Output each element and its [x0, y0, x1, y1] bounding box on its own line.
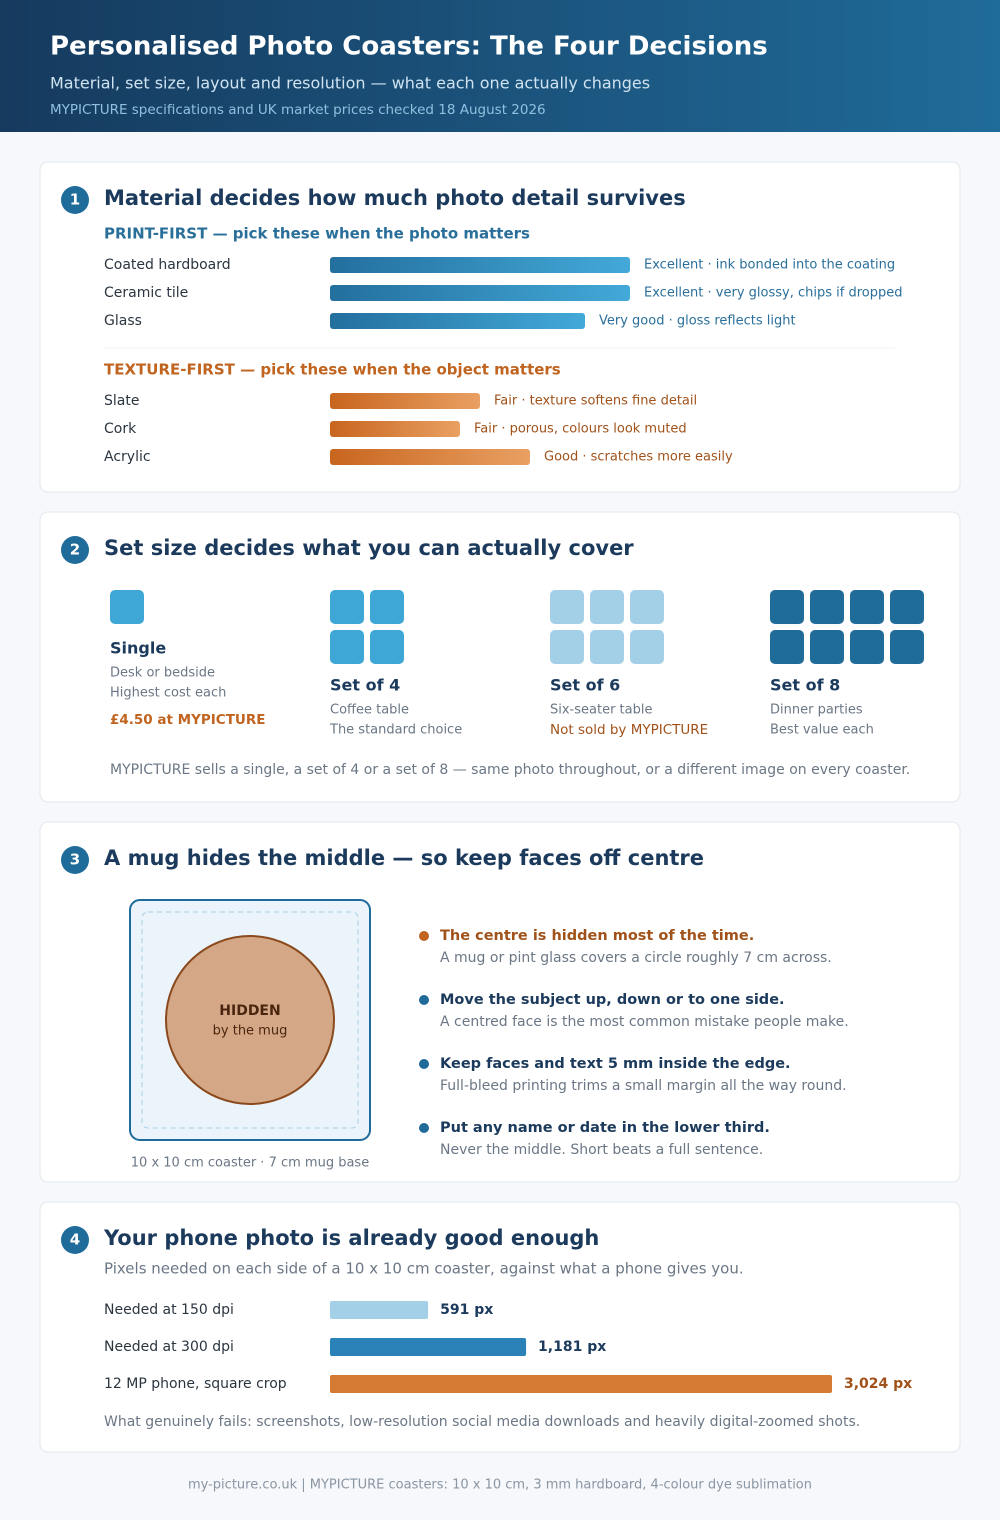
step-badge [61, 186, 89, 214]
hidden-sub: by the mug [213, 1024, 288, 1039]
rating-note: Good · scratches more easily [544, 450, 733, 465]
step-number: 3 [70, 851, 80, 869]
section-title: A mug hides the middle — so keep faces o… [104, 846, 704, 870]
material-name: Glass [104, 313, 142, 329]
set-detail: Best value each [770, 723, 874, 738]
bar [330, 1301, 429, 1319]
tip-title: Move the subject up, down or to one side… [440, 992, 785, 1008]
material-name: Slate [104, 393, 139, 409]
set-tiles [110, 590, 924, 664]
section-subtitle: Pixels needed on each side of a 10 x 10 … [104, 1260, 744, 1278]
rating-note: Excellent · very glossy, chips if droppe… [644, 286, 902, 301]
step-number: 4 [70, 1231, 80, 1249]
tip-title: The centre is hidden most of the time. [440, 928, 754, 944]
rating-note: Very good · gloss reflects light [599, 314, 796, 329]
step-badge [61, 1226, 89, 1254]
rating-bar [330, 285, 630, 301]
material-name: Ceramic tile [104, 285, 188, 301]
tip-text: A mug or pint glass covers a circle roug… [440, 950, 832, 966]
section-title: Material decides how much photo detail s… [104, 186, 686, 210]
title: Personalised Photo Coasters: The Four De… [50, 32, 768, 62]
hidden-label: HIDDEN [219, 1003, 280, 1019]
material-name: Acrylic [104, 449, 151, 465]
footnote: MYPICTURE sells a single, a set of 4 or … [110, 762, 910, 778]
bar [330, 1375, 832, 1393]
bullet [419, 931, 429, 941]
rating-note: Fair · texture softens fine detail [494, 394, 697, 409]
tip-title: Put any name or date in the lower third. [440, 1120, 770, 1136]
set-detail: Highest cost each [110, 686, 226, 701]
rating-bar [330, 393, 480, 409]
set-name: Set of 6 [550, 676, 620, 695]
rating-note: Excellent · ink bonded into the coating [644, 258, 895, 273]
group-heading: TEXTURE-FIRST — pick these when the obje… [104, 361, 561, 379]
set-note: Not sold by MYPICTURE [550, 722, 708, 738]
bullet [419, 995, 429, 1005]
material-name: Coated hardboard [104, 257, 231, 273]
subtitle: Material, set size, layout and resolutio… [50, 74, 650, 93]
mug-base [165, 935, 335, 1105]
section-title: Set size decides what you can actually c… [104, 536, 634, 560]
tip-title: Keep faces and text 5 mm inside the edge… [440, 1056, 791, 1072]
value-label: 3,024 px [844, 1376, 912, 1392]
set-detail: Six-seater table [550, 703, 652, 718]
set-detail: Coffee table [330, 703, 409, 718]
caption: 10 x 10 cm coaster · 7 cm mug base [131, 1156, 369, 1171]
step-number: 2 [70, 541, 80, 559]
step-badge [61, 536, 89, 564]
step-number: 1 [70, 191, 80, 209]
step-badge [61, 846, 89, 874]
rating-bar [330, 449, 530, 465]
rating-note: Fair · porous, colours look muted [474, 422, 687, 437]
safe-margin [141, 911, 359, 1129]
value-label: 591 px [440, 1302, 493, 1318]
set-detail: Dinner parties [770, 703, 863, 718]
group-heading: PRINT-FIRST — pick these when the photo … [104, 225, 530, 243]
set-name: Set of 4 [330, 676, 400, 695]
value-label: 1,181 px [538, 1339, 606, 1355]
header-band [0, 0, 1000, 132]
set-name: Set of 8 [770, 676, 840, 695]
bullet [419, 1123, 429, 1133]
set-name: Single [110, 639, 166, 658]
source: MYPICTURE specifications and UK market p… [50, 102, 546, 118]
footnote: What genuinely fails: screenshots, low-r… [104, 1414, 860, 1430]
tip-text: A centred face is the most common mistak… [440, 1014, 849, 1030]
bar-label: 12 MP phone, square crop [104, 1376, 287, 1392]
bar-label: Needed at 300 dpi [104, 1339, 234, 1355]
set-note: £4.50 at MYPICTURE [110, 712, 266, 728]
tip-text: Never the middle. Short beats a full sen… [440, 1142, 763, 1158]
tip-text: Full-bleed printing trims a small margin… [440, 1078, 847, 1094]
section-title: Your phone photo is already good enough [103, 1226, 599, 1250]
rating-bar [330, 421, 460, 437]
rating-bar [330, 257, 630, 273]
set-detail: Desk or bedside [110, 666, 215, 681]
footer: my-picture.co.uk | MYPICTURE coasters: 1… [188, 1478, 812, 1493]
set-detail: The standard choice [329, 723, 462, 738]
material-name: Cork [104, 421, 137, 437]
card [39, 511, 961, 803]
bullet [419, 1059, 429, 1069]
rating-bar [330, 313, 585, 329]
bar-label: Needed at 150 dpi [104, 1302, 234, 1318]
bar [330, 1338, 527, 1356]
